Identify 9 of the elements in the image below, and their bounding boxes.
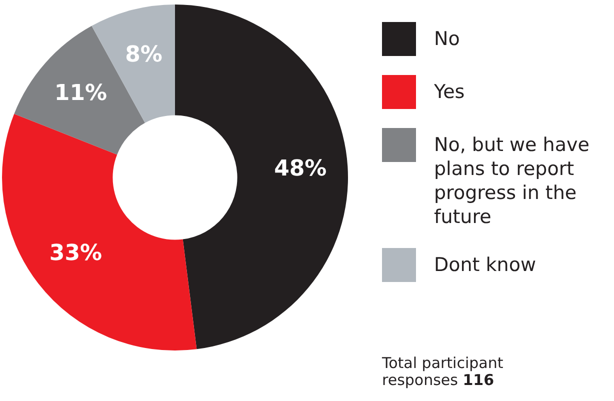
- legend-label: No: [434, 27, 461, 51]
- legend-label: Dont know: [434, 253, 537, 277]
- text: Total participant responses 116: [382, 354, 504, 389]
- data-label: 11%: [54, 81, 108, 106]
- data-label: 48%: [274, 156, 327, 182]
- legend-label: No, but we have plans to report progress in the future: [434, 133, 590, 229]
- legend-label: Yes: [434, 80, 466, 104]
- data-label: 33%: [49, 241, 102, 266]
- data-label: 8%: [125, 42, 162, 68]
